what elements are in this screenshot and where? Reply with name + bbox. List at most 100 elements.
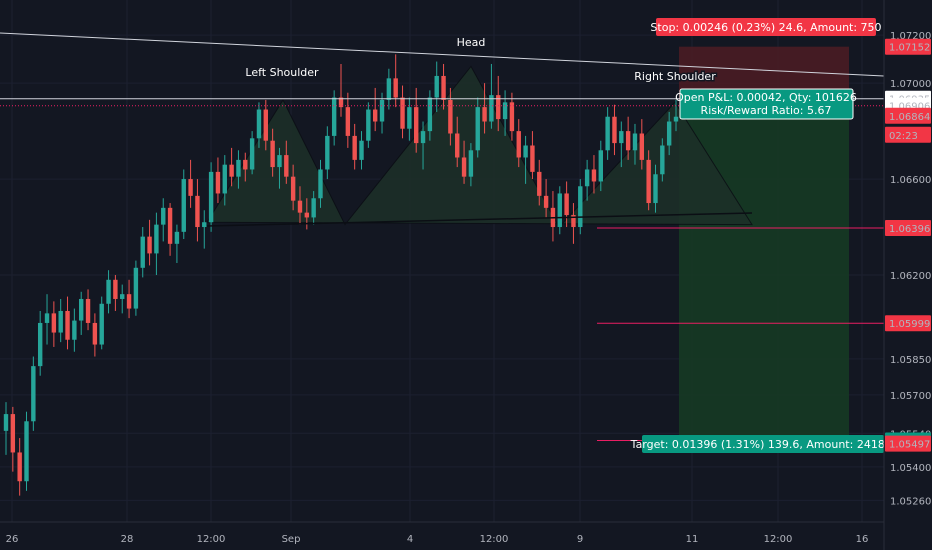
candle-body	[106, 279, 111, 304]
candle-body	[17, 452, 22, 482]
candle-body	[79, 298, 84, 321]
candle-body	[578, 186, 583, 228]
price-tick-label: 1.05700	[890, 391, 931, 402]
time-tick-label: 12:00	[764, 534, 793, 545]
target-label: Target: 0.01396 (1.31%) 139.6, Amount: 2…	[630, 438, 896, 451]
candle-body	[215, 171, 221, 194]
candle-body	[386, 78, 392, 100]
candle-body	[496, 95, 501, 120]
candle-body	[92, 322, 98, 345]
price-badge	[885, 219, 931, 236]
candle-body	[236, 159, 241, 177]
candle-body	[448, 99, 453, 134]
candle-body	[161, 207, 166, 225]
price-tick-label: 1.06600	[890, 175, 931, 186]
candle-body	[37, 322, 43, 367]
candle-body	[208, 171, 214, 223]
candle-body	[174, 231, 180, 244]
candle-body	[3, 414, 9, 431]
candle-body	[366, 109, 371, 141]
candle-body	[660, 145, 665, 175]
candle-body	[441, 75, 446, 100]
candle-body	[591, 169, 597, 182]
price-tick-label: 1.05260	[890, 496, 931, 507]
time-axis[interactable]: 26 28 12:00 Sep 4 12:00 9 11 12:00 16	[0, 521, 884, 545]
candle-body	[523, 145, 528, 158]
price-badges: 1.071521.069351.069061.0686402:231.06396…	[885, 38, 931, 452]
candle-body	[249, 138, 255, 170]
candle-body	[24, 421, 29, 482]
candle-body	[99, 303, 104, 345]
price-badge-text: 1.05497	[889, 440, 930, 451]
time-tick-label: 12:00	[480, 534, 509, 545]
candle-body	[284, 155, 289, 177]
candle-body	[434, 75, 439, 98]
candles-layer	[3, 54, 679, 496]
candle-body	[229, 164, 234, 177]
price-tick-label: 1.07200	[890, 31, 931, 42]
candle-body	[632, 133, 638, 151]
stop-label-box	[656, 18, 876, 36]
candle-body	[243, 159, 248, 170]
candle-body	[290, 176, 296, 201]
candle-body	[509, 102, 515, 132]
candle-body	[557, 193, 562, 228]
candle-body	[639, 133, 645, 160]
price-badge	[885, 315, 931, 332]
candle-body	[400, 97, 405, 129]
candle-body	[530, 145, 535, 172]
candle-body	[10, 414, 16, 453]
price-badge-text: 02:23	[889, 131, 918, 142]
annotation-layer: Left Shoulder Head Right Shoulder Stop: …	[244, 18, 896, 453]
time-tick-label: 26	[6, 534, 19, 545]
target-label-box	[642, 435, 884, 453]
candle-body	[325, 135, 330, 170]
candle-body	[516, 131, 521, 158]
stop-label: Stop: 0.00246 (0.23%) 24.6, Amount: 750	[650, 21, 881, 34]
candle-body	[72, 320, 77, 340]
candle-body	[482, 107, 487, 122]
candle-body	[222, 164, 227, 194]
time-tick-label: 11	[686, 534, 699, 545]
candle-body	[126, 294, 132, 309]
price-badge-text: 1.06864	[889, 112, 930, 123]
price-badge	[885, 126, 931, 143]
candle-body	[619, 131, 624, 144]
candle-body	[120, 294, 125, 299]
candle-body	[427, 97, 433, 132]
candle-body	[270, 140, 275, 168]
left-shoulder-label: Left Shoulder	[245, 66, 319, 79]
candle-body	[455, 133, 460, 158]
price-badge	[885, 435, 931, 452]
candle-body	[475, 107, 480, 151]
candle-body	[297, 200, 303, 213]
candle-body	[564, 193, 569, 216]
price-tick-label: 1.05400	[890, 463, 931, 474]
candle-body	[584, 169, 590, 187]
price-badge	[885, 38, 931, 55]
candle-body	[379, 99, 385, 122]
neckline	[206, 212, 753, 227]
candle-body	[338, 97, 344, 108]
candle-body	[188, 179, 193, 196]
candle-body	[44, 313, 50, 323]
candle-body	[352, 135, 357, 160]
candle-body	[154, 224, 159, 254]
price-axis[interactable]: 1.07200 1.07000 1.06600 1.06200 1.05850 1.057…	[883, 0, 931, 550]
price-badge-text: 1.06906	[889, 102, 930, 113]
time-tick-label: 16	[856, 534, 869, 545]
candle-body	[612, 116, 617, 144]
time-tick-label: 9	[577, 534, 583, 545]
candle-body	[256, 109, 262, 139]
pnl-label-box	[679, 88, 854, 120]
candle-body	[331, 97, 337, 136]
candle-body	[666, 121, 672, 146]
candle-body	[393, 78, 398, 98]
candle-body	[85, 298, 91, 323]
candle-body	[359, 140, 364, 160]
candle-body	[147, 236, 152, 254]
right-shoulder-label: Right Shoulder	[634, 70, 716, 83]
candle-body	[304, 212, 310, 218]
candle-body	[461, 157, 467, 177]
